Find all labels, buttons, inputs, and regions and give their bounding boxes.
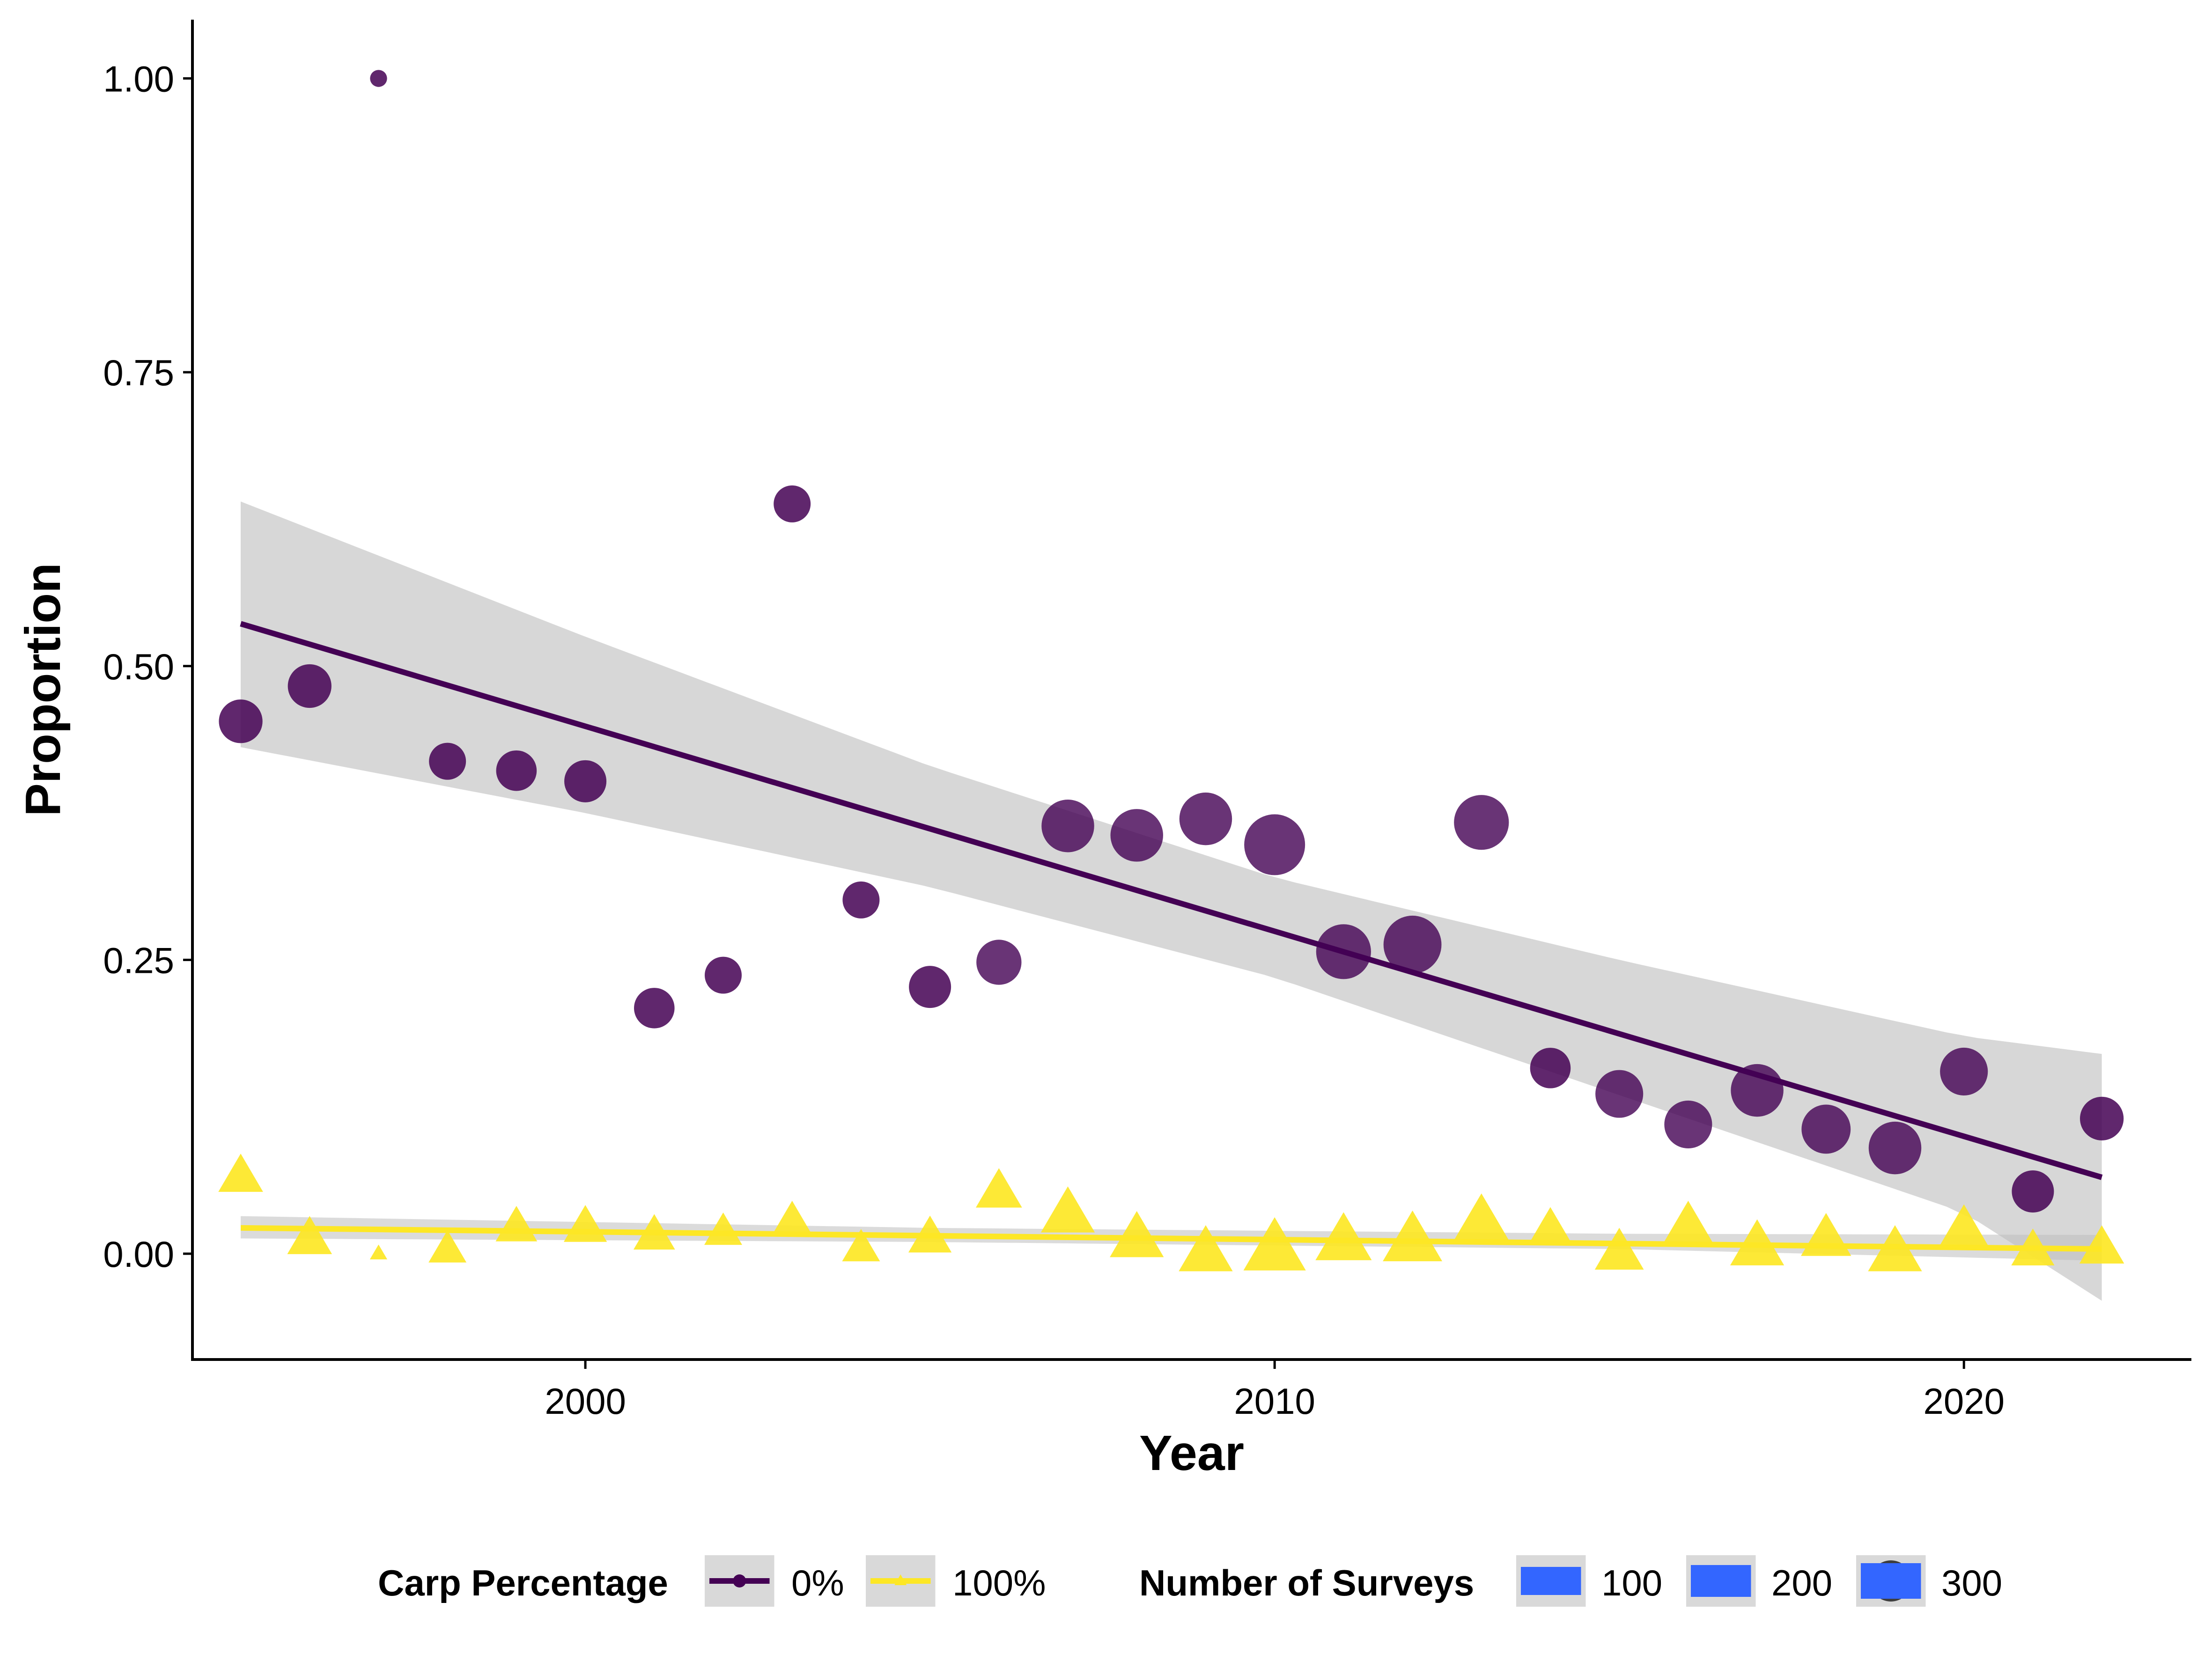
point-0pct-2015 bbox=[1595, 1070, 1644, 1118]
point-100pct-1997 bbox=[369, 1244, 388, 1260]
point-100pct-2001 bbox=[633, 1214, 675, 1250]
y-tick-label: 0.00 bbox=[103, 1234, 174, 1275]
point-100pct-2015 bbox=[1594, 1227, 1644, 1270]
point-100pct-1998 bbox=[428, 1230, 467, 1263]
y-tick-label: 0.25 bbox=[103, 940, 174, 981]
legend-size-label-100: 100 bbox=[1601, 1562, 1662, 1603]
point-100pct-2007 bbox=[1040, 1186, 1095, 1233]
point-100pct-2004 bbox=[842, 1229, 880, 1262]
point-0pct-2006 bbox=[976, 940, 1022, 985]
point-0pct-1995 bbox=[219, 699, 263, 743]
legend: Carp Percentage Number of Surveys 0% 100%… bbox=[378, 1555, 2002, 1607]
point-100pct-2016 bbox=[1664, 1200, 1713, 1243]
point-100pct-2017 bbox=[1730, 1219, 1784, 1265]
point-0pct-2010 bbox=[1244, 814, 1305, 875]
point-0pct-2005 bbox=[909, 966, 951, 1008]
x-tick-label: 2010 bbox=[1234, 1381, 1315, 1422]
x-tick-label: 2020 bbox=[1923, 1381, 2005, 1422]
point-0pct-2014 bbox=[1530, 1048, 1571, 1088]
fit-line-0pct bbox=[240, 621, 2103, 1180]
legend-label-0pct: 0% bbox=[791, 1562, 844, 1603]
point-0pct-2016 bbox=[1664, 1100, 1712, 1148]
point-0pct-1998 bbox=[429, 742, 466, 780]
point-100pct-2009 bbox=[1179, 1225, 1233, 1271]
point-0pct-2012 bbox=[1383, 915, 1442, 974]
point-100pct-2012 bbox=[1383, 1210, 1443, 1262]
point-100pct-2006 bbox=[975, 1168, 1022, 1208]
point-0pct-2002 bbox=[704, 956, 742, 994]
point-100pct-2002 bbox=[704, 1213, 742, 1245]
legend-key-triangle bbox=[894, 1574, 907, 1585]
legend-size-band bbox=[1521, 1567, 1581, 1595]
legend-size-band bbox=[1861, 1563, 1921, 1599]
point-100pct-2011 bbox=[1315, 1212, 1372, 1260]
legend-label-100pct: 100% bbox=[952, 1562, 1046, 1603]
trend-lines bbox=[240, 621, 2103, 1252]
point-100pct-2003 bbox=[773, 1200, 811, 1234]
fit-line-100pct bbox=[240, 1225, 2102, 1252]
axes bbox=[191, 20, 2191, 1361]
y-tick-label: 1.00 bbox=[103, 59, 174, 100]
point-0pct-2019 bbox=[1868, 1121, 1922, 1175]
legend-size-label-200: 200 bbox=[1771, 1562, 1832, 1603]
point-100pct-2005 bbox=[908, 1215, 952, 1253]
point-0pct-2021 bbox=[2012, 1170, 2054, 1213]
point-100pct-1999 bbox=[495, 1205, 538, 1242]
point-0pct-2000 bbox=[564, 760, 607, 802]
point-0pct-2013 bbox=[1454, 795, 1509, 850]
point-0pct-2004 bbox=[842, 881, 880, 919]
point-0pct-2007 bbox=[1041, 799, 1094, 853]
point-0pct-2001 bbox=[634, 988, 675, 1029]
point-100pct-1995 bbox=[218, 1154, 263, 1192]
point-100pct-2021 bbox=[2011, 1228, 2055, 1265]
point-0pct-2008 bbox=[1110, 809, 1163, 862]
legend-key-circle bbox=[733, 1574, 746, 1588]
point-0pct-1997 bbox=[370, 70, 387, 87]
legend-title-number-of-surveys: Number of Surveys bbox=[1139, 1562, 1474, 1603]
y-tick-label: 0.50 bbox=[103, 646, 174, 687]
point-0pct-2017 bbox=[1731, 1064, 1784, 1117]
data-points bbox=[218, 70, 2124, 1271]
y-axis-title: Proportion bbox=[15, 563, 71, 816]
point-0pct-2022 bbox=[2080, 1096, 2124, 1140]
point-0pct-2009 bbox=[1179, 792, 1232, 845]
axis-ticks: 0.00 0.25 0.50 0.75 1.00 2000 2010 2020 bbox=[103, 59, 2005, 1422]
point-100pct-2008 bbox=[1110, 1211, 1164, 1257]
point-100pct-2010 bbox=[1243, 1217, 1306, 1271]
point-100pct-2000 bbox=[563, 1205, 607, 1242]
point-100pct-2019 bbox=[1868, 1225, 1922, 1271]
point-0pct-2018 bbox=[1801, 1104, 1851, 1154]
point-100pct-2022 bbox=[2079, 1225, 2124, 1264]
y-tick-label: 0.75 bbox=[103, 352, 174, 393]
x-tick-label: 2000 bbox=[545, 1381, 626, 1422]
point-0pct-1999 bbox=[496, 750, 537, 791]
point-100pct-2013 bbox=[1453, 1193, 1510, 1242]
point-0pct-1996 bbox=[288, 664, 332, 708]
legend-size-band bbox=[1691, 1565, 1751, 1597]
point-0pct-2011 bbox=[1316, 924, 1371, 979]
point-100pct-1996 bbox=[287, 1216, 332, 1254]
point-100pct-2014 bbox=[1529, 1207, 1571, 1243]
point-0pct-2020 bbox=[1940, 1047, 1988, 1095]
x-axis-title: Year bbox=[1139, 1426, 1244, 1481]
legend-title-carp-percentage: Carp Percentage bbox=[378, 1562, 668, 1603]
point-100pct-2018 bbox=[1801, 1213, 1851, 1256]
point-100pct-2020 bbox=[1939, 1204, 1989, 1246]
legend-size-label-300: 300 bbox=[1941, 1562, 2002, 1603]
point-0pct-2003 bbox=[774, 485, 811, 522]
